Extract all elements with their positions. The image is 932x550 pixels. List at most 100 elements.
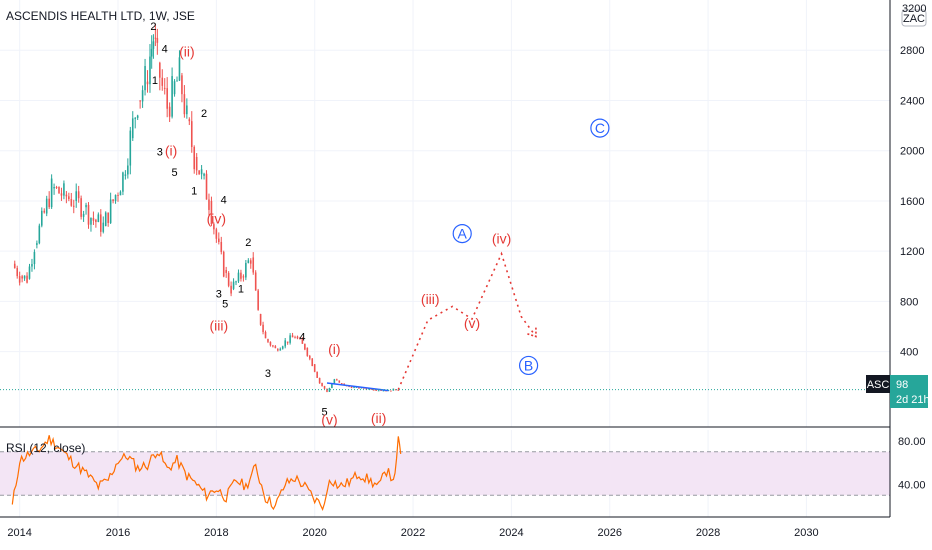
candle xyxy=(267,338,269,344)
wave-label: (iii) xyxy=(421,291,440,307)
candle xyxy=(178,50,181,82)
price-tick-label: 1600 xyxy=(900,196,924,208)
candle xyxy=(195,153,198,176)
rsi-label: RSI (12, close) xyxy=(6,441,85,455)
time-tick-label: 2024 xyxy=(499,527,523,539)
candle xyxy=(92,211,95,225)
candle xyxy=(114,194,117,204)
candle xyxy=(205,170,208,200)
time-tick-label: 2030 xyxy=(794,527,818,539)
candle xyxy=(313,363,316,373)
candle xyxy=(242,274,245,282)
wave-label: 2 xyxy=(245,237,251,249)
wave-label: 4 xyxy=(299,331,305,343)
candle xyxy=(48,191,50,209)
symbol-label: ASC xyxy=(867,379,890,391)
candle xyxy=(82,210,85,222)
candle xyxy=(377,390,380,392)
candle xyxy=(308,354,311,361)
wave-label: (i) xyxy=(328,341,340,357)
time-tick-label: 2026 xyxy=(597,527,621,539)
candle xyxy=(171,67,173,119)
rsi-band xyxy=(0,451,890,496)
wave-label: 3 xyxy=(157,147,163,159)
candle xyxy=(183,85,186,118)
candle xyxy=(230,281,232,297)
wave-label: (iii) xyxy=(209,317,228,333)
candle xyxy=(397,389,400,391)
candle xyxy=(240,269,242,282)
candle xyxy=(259,313,262,326)
candle xyxy=(102,216,105,234)
candle xyxy=(154,24,157,47)
candle xyxy=(53,183,55,195)
price-candles xyxy=(13,24,400,393)
candle xyxy=(227,271,230,288)
price-tick-label: 2000 xyxy=(900,146,924,158)
projection-line xyxy=(397,251,537,390)
candle xyxy=(72,199,75,214)
wave-label: 5 xyxy=(321,407,327,419)
candle xyxy=(31,258,33,272)
price-tick-label: 1200 xyxy=(900,246,924,258)
candle xyxy=(58,186,60,194)
grid-lines xyxy=(0,0,890,517)
candle xyxy=(284,338,286,349)
candle xyxy=(304,343,306,351)
candle xyxy=(200,165,203,180)
candle xyxy=(218,232,220,245)
candle xyxy=(60,187,63,201)
candle xyxy=(279,347,282,351)
candle xyxy=(159,61,161,91)
candle xyxy=(294,335,296,339)
projection-path xyxy=(397,251,537,390)
scale-mode-toggle[interactable]: ZAC xyxy=(901,9,927,27)
wave-label: 5 xyxy=(171,167,177,179)
price-tick-label: 400 xyxy=(900,347,918,359)
candle xyxy=(390,390,392,392)
wave-label: (ii) xyxy=(179,44,195,60)
scale-mode-label: ZAC xyxy=(903,13,925,25)
candle xyxy=(21,274,23,283)
candle xyxy=(55,185,58,189)
candle xyxy=(77,185,80,203)
candle xyxy=(272,344,274,348)
candle xyxy=(291,332,294,338)
candle xyxy=(38,223,41,245)
chart-title: ASCENDIS HEALTH LTD, 1W, JSE xyxy=(6,9,195,23)
symbol-badge[interactable]: ASC xyxy=(866,375,890,393)
candle xyxy=(26,272,28,284)
price-tick-label: 2800 xyxy=(900,45,924,57)
candle xyxy=(257,288,259,311)
candle xyxy=(97,212,100,223)
wave-label: 3 xyxy=(265,368,271,380)
time-tick-label: 2014 xyxy=(7,527,31,539)
candle xyxy=(18,271,21,286)
price-tick-label: 2400 xyxy=(900,95,924,107)
candle xyxy=(146,70,149,93)
time-tick-label: 2022 xyxy=(401,527,425,539)
rsi-band-fill xyxy=(0,451,890,496)
candle xyxy=(65,191,68,204)
candle xyxy=(269,341,272,347)
candle xyxy=(87,202,90,229)
wave-circle-label: B xyxy=(518,355,539,376)
candle xyxy=(68,192,70,202)
candle xyxy=(235,280,237,286)
last-price-badge: 98 2d 21h xyxy=(890,375,930,408)
candle xyxy=(134,117,137,129)
wave-label: 4 xyxy=(221,194,227,206)
candle xyxy=(80,195,82,220)
candle xyxy=(166,77,168,118)
candle xyxy=(296,335,299,340)
candle xyxy=(16,265,19,279)
wave-label: (ii) xyxy=(371,410,387,426)
candle xyxy=(254,270,257,291)
candle xyxy=(45,195,48,217)
projection-arrowhead xyxy=(527,327,537,338)
price-tick-top: 3200 xyxy=(902,3,926,15)
wave-label: 2 xyxy=(201,108,207,120)
candle xyxy=(75,183,78,208)
